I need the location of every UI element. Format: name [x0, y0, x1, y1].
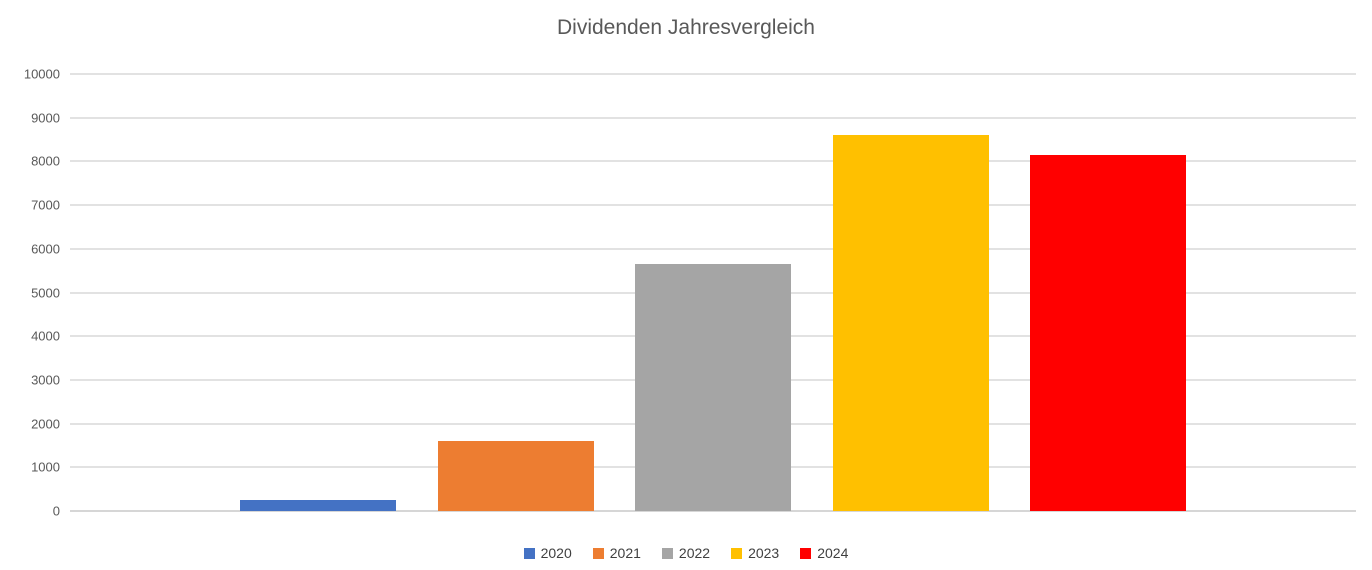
gridline-0 — [70, 510, 1356, 512]
bar-2023 — [832, 135, 989, 511]
plot-area: 0 1000 2000 3000 4000 5000 6000 7000 8000 9000 100… — [24, 68, 1356, 518]
y-axis-tick-2000: 2000 — [31, 416, 60, 432]
legend-item-2020: 2020 — [523, 545, 572, 561]
legend-label-2023: 2023 — [748, 545, 780, 561]
y-axis-tick-4000: 4000 — [31, 328, 60, 344]
y-axis-tick-9000: 9000 — [31, 110, 60, 126]
chart-title: Dividenden Jahresvergleich — [557, 16, 815, 39]
y-axis-tick-10000: 10000 — [23, 66, 60, 82]
legend-swatch-2022 — [661, 547, 673, 559]
y-axis-tick-6000: 6000 — [31, 241, 60, 257]
bar-2020 — [240, 500, 396, 511]
bar-2021 — [437, 441, 594, 511]
gridline-8000 — [70, 160, 1356, 163]
gridline-7000 — [70, 204, 1356, 207]
legend-item-2024: 2024 — [800, 546, 848, 560]
y-axis-tick-8000: 8000 — [31, 153, 60, 169]
legend-item-2021: 2021 — [592, 545, 641, 561]
bar-2022 — [635, 264, 791, 511]
legend-item-2022: 2022 — [661, 545, 711, 561]
legend-swatch-2023 — [731, 547, 743, 559]
legend-swatch-2021 — [592, 547, 604, 559]
legend-swatch-2024 — [800, 547, 812, 559]
gridline-9000 — [70, 116, 1356, 119]
legend-label-2022: 2022 — [678, 545, 711, 561]
legend: 2020 2021 2022 2023 2024 — [0, 546, 1372, 560]
legend-label-2020: 2020 — [540, 545, 572, 561]
legend-label-2021: 2021 — [609, 545, 641, 561]
y-axis-tick-7000: 7000 — [31, 197, 60, 213]
gridline-10000 — [70, 73, 1356, 75]
y-axis-tick-0: 0 — [52, 503, 60, 519]
legend-item-2023: 2023 — [731, 546, 779, 560]
legend-swatch-2020 — [523, 547, 535, 559]
legend-label-2024: 2024 — [817, 545, 849, 561]
y-axis-tick-3000: 3000 — [31, 372, 60, 388]
gridline-6000 — [70, 247, 1356, 250]
bar-2024 — [1030, 154, 1186, 511]
y-axis-tick-1000: 1000 — [31, 459, 60, 475]
y-axis-tick-5000: 5000 — [31, 285, 60, 300]
